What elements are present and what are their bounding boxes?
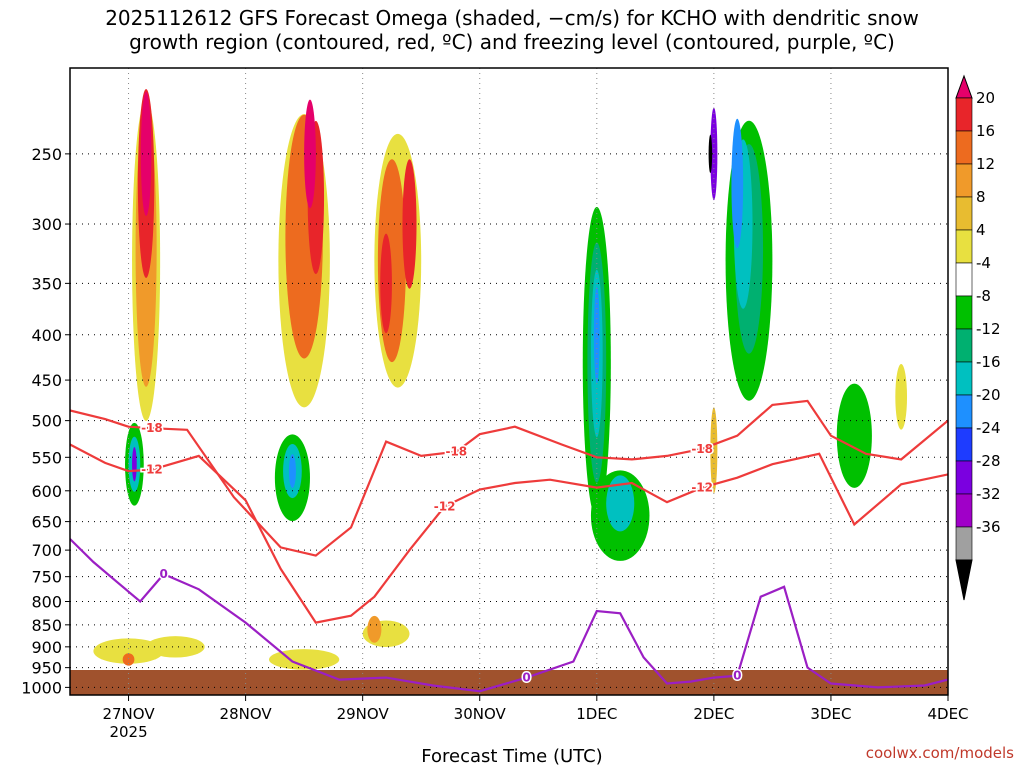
y-tick-label-750: 750 bbox=[31, 568, 62, 587]
x-axis: 27NOV 28NOV 29NOV 30NOV 1DEC 2DEC 3DEC 4DEC 2025 bbox=[102, 695, 969, 741]
colorbar-label-5: -4 bbox=[976, 254, 991, 272]
omega-shade-11 bbox=[402, 159, 417, 289]
x-tick-label-3DEC: 3DEC bbox=[810, 705, 851, 723]
x-year-label: 2025 bbox=[109, 723, 147, 741]
omega-shade-33 bbox=[93, 638, 164, 664]
omega-shade-30 bbox=[836, 383, 872, 488]
y-tick-label-650: 650 bbox=[31, 513, 62, 532]
colorbar-segment-3 bbox=[955, 163, 973, 198]
x-axis-title: Forecast Time (UTC) bbox=[421, 746, 603, 767]
colorbar-segment-4 bbox=[955, 196, 973, 231]
y-tick-label-600: 600 bbox=[31, 482, 62, 501]
x-tick-label-28NOV: 28NOV bbox=[220, 705, 273, 723]
plot-frame bbox=[69, 67, 949, 696]
contour-label-0-1: -18 bbox=[445, 445, 467, 459]
omega-shade-38 bbox=[367, 615, 382, 643]
omega-shade-27 bbox=[288, 454, 296, 488]
y-tick-label-300: 300 bbox=[31, 215, 62, 234]
colorbar-label-6: -8 bbox=[976, 287, 991, 305]
omega-shade-37 bbox=[122, 653, 135, 666]
contour-label-2-1: 0 bbox=[522, 671, 530, 685]
x-tick-label-1DEC: 1DEC bbox=[576, 705, 617, 723]
contour-label-0-0: -18 bbox=[141, 421, 163, 435]
omega-shade-10 bbox=[380, 233, 392, 334]
colorbar-label-8: -16 bbox=[976, 353, 1001, 371]
colorbar-label-2: 12 bbox=[976, 155, 995, 173]
omega-shade-31 bbox=[895, 363, 908, 430]
plot-grid bbox=[70, 68, 948, 695]
colorbar-label-4: 4 bbox=[976, 221, 986, 239]
contour-label-0-2: -18 bbox=[691, 442, 713, 456]
x-tick-label-4DEC: 4DEC bbox=[927, 705, 968, 723]
y-tick-label-400: 400 bbox=[31, 326, 62, 345]
credit-link[interactable]: coolwx.com/models bbox=[865, 744, 1014, 762]
colorbar-segment-14 bbox=[955, 526, 973, 561]
colorbar-bottom-arrow bbox=[955, 559, 973, 601]
contour-label-1-0: -12 bbox=[141, 463, 163, 477]
contour-line-2 bbox=[70, 538, 948, 693]
colorbar-label-13: -36 bbox=[976, 518, 1001, 536]
colorbar-label-10: -24 bbox=[976, 419, 1001, 437]
contour-label-2-0: 0 bbox=[159, 567, 167, 581]
y-tick-label-1000: 1000 bbox=[21, 678, 62, 697]
omega-shade-35 bbox=[269, 649, 340, 670]
colorbar-label-9: -20 bbox=[976, 386, 1001, 404]
colorbar-segment-2 bbox=[955, 130, 973, 165]
contour-label-1-1: -12 bbox=[434, 500, 456, 514]
y-tick-label-450: 450 bbox=[31, 371, 62, 390]
x-tick-label-27NOV: 27NOV bbox=[102, 705, 155, 723]
colorbar-segment-6 bbox=[955, 262, 973, 297]
y-tick-label-250: 250 bbox=[31, 145, 62, 164]
contour-line-1 bbox=[70, 443, 948, 624]
colorbar-label-0: 20 bbox=[976, 89, 995, 107]
colorbar-segment-9 bbox=[955, 361, 973, 396]
omega-shade-3 bbox=[140, 91, 152, 216]
colorbar-segment-5 bbox=[955, 229, 973, 264]
temperature-contours: -18 -18 -18 -12 -12 -12 0 0 0 bbox=[70, 399, 948, 693]
y-tick-label-700: 700 bbox=[31, 541, 62, 560]
colorbar-segment-8 bbox=[955, 328, 973, 363]
y-axis: 250 300 350 400 450 500 550 600 650 700 750 800 850 9… bbox=[21, 145, 70, 697]
colorbar-segment-7 bbox=[955, 295, 973, 330]
colorbar-label-1: 16 bbox=[976, 122, 995, 140]
x-tick-label-2DEC: 2DEC bbox=[693, 705, 734, 723]
colorbar-label-11: -28 bbox=[976, 452, 1001, 470]
colorbar: 20 16 12 8 4 -4 -8 -12 -16 -20 -24 -28 -32 -36 bbox=[955, 74, 1001, 601]
colorbar-segment-13 bbox=[955, 493, 973, 528]
x-tick-label-30NOV: 30NOV bbox=[454, 705, 507, 723]
omega-shade-24 bbox=[132, 447, 137, 482]
omega-shade-15 bbox=[593, 286, 600, 384]
colorbar-segment-12 bbox=[955, 460, 973, 495]
omega-shade-21 bbox=[708, 134, 713, 174]
colorbar-label-3: 8 bbox=[976, 188, 986, 206]
y-tick-label-550: 550 bbox=[31, 448, 62, 467]
omega-shading-layer bbox=[93, 88, 908, 670]
colorbar-segment-11 bbox=[955, 427, 973, 462]
contour-line-0 bbox=[70, 399, 948, 557]
colorbar-segment-10 bbox=[955, 394, 973, 429]
x-tick-label-29NOV: 29NOV bbox=[337, 705, 390, 723]
chart-title-line1: 2025112612 GFS Forecast Omega (shaded, −… bbox=[105, 6, 919, 30]
colorbar-segment-1 bbox=[955, 97, 973, 132]
y-tick-label-500: 500 bbox=[31, 412, 62, 431]
y-tick-label-900: 900 bbox=[31, 638, 62, 657]
omega-shade-7 bbox=[304, 99, 316, 209]
chart-title-line2: growth region (contoured, red, ºC) and f… bbox=[129, 30, 895, 54]
y-tick-label-350: 350 bbox=[31, 274, 62, 293]
omega-shade-34 bbox=[146, 636, 205, 658]
colorbar-label-12: -32 bbox=[976, 485, 1001, 503]
y-tick-label-850: 850 bbox=[31, 616, 62, 635]
omega-shade-19 bbox=[731, 118, 744, 249]
colorbar-label-7: -12 bbox=[976, 320, 1001, 338]
y-tick-label-800: 800 bbox=[31, 593, 62, 612]
contour-label-2-2: 0 bbox=[733, 669, 741, 683]
y-tick-label-950: 950 bbox=[31, 659, 62, 678]
omega-shade-29 bbox=[606, 475, 635, 532]
colorbar-top-arrow bbox=[955, 74, 973, 99]
omega-shade-32 bbox=[710, 407, 718, 494]
contour-label-1-2: -12 bbox=[691, 481, 713, 495]
